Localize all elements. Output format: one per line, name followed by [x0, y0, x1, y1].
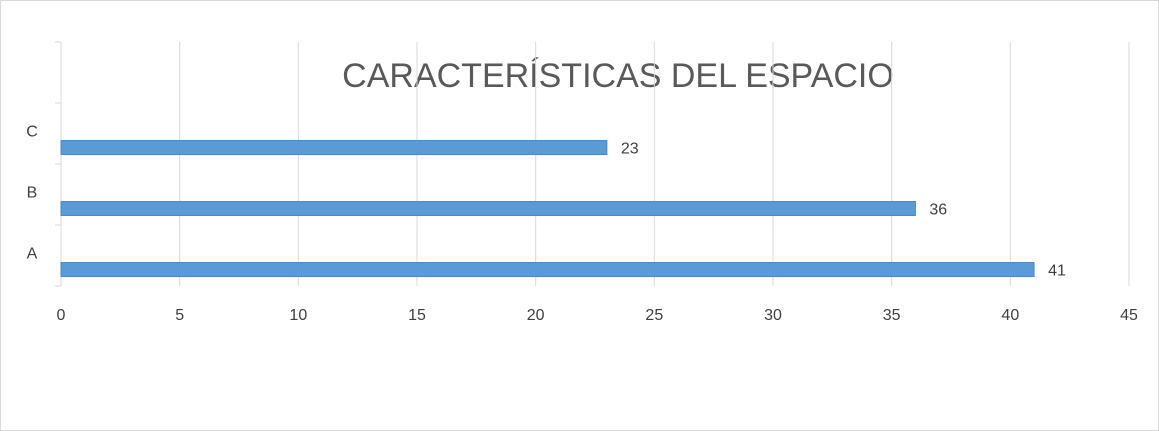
x-tick-label: 35 — [883, 307, 901, 324]
x-tick-label: 10 — [289, 307, 307, 324]
data-label: 36 — [929, 202, 947, 219]
x-tick-label: 25 — [645, 307, 663, 324]
x-tick-label: 5 — [175, 307, 184, 324]
x-tick-label: 30 — [764, 307, 782, 324]
x-tick-label: 20 — [527, 307, 545, 324]
bar — [60, 262, 1035, 278]
x-tick-label: 15 — [408, 307, 426, 324]
y-tick-label: B — [27, 185, 38, 202]
x-tick-label: 40 — [1001, 307, 1019, 324]
bar — [60, 140, 608, 156]
x-tick-label: 0 — [57, 307, 66, 324]
chart-title: CARACTERÍSTICAS DEL ESPACIO — [342, 57, 894, 95]
y-tick-label: A — [27, 246, 38, 263]
data-label: 41 — [1048, 263, 1066, 280]
data-label: 23 — [621, 141, 639, 158]
y-tick-label: C — [26, 124, 38, 141]
x-tick-label: 45 — [1120, 307, 1138, 324]
bar — [60, 201, 916, 217]
